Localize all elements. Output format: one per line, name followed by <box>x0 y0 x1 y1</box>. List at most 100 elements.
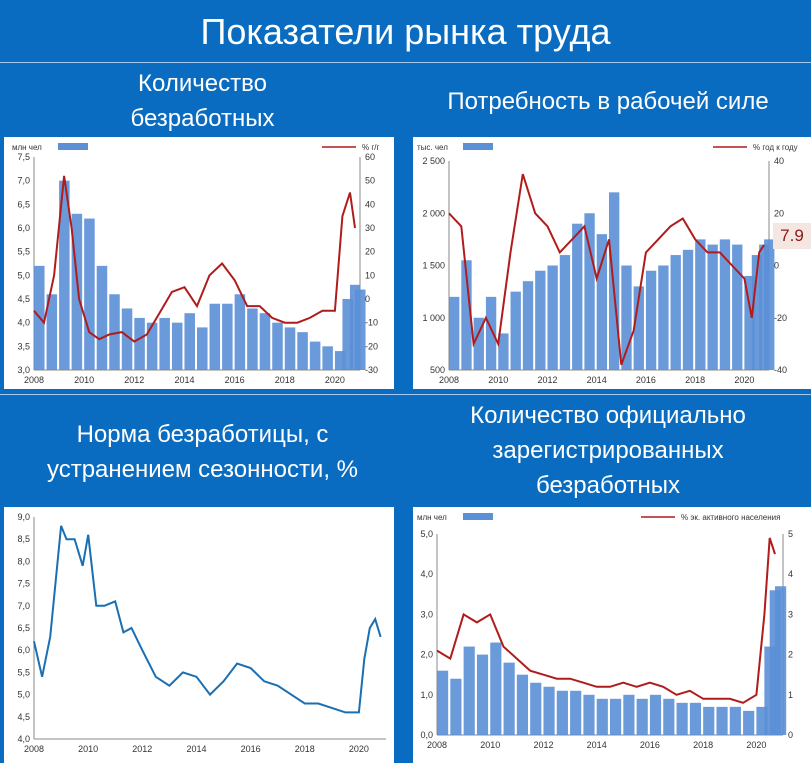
bar <box>485 296 497 370</box>
x-tick-label: 2020 <box>734 375 754 385</box>
bar <box>473 317 484 370</box>
y-right-tick-label: 1 <box>788 690 793 700</box>
bar <box>134 317 145 370</box>
latest-value-label: 7.9 <box>773 223 811 249</box>
bar <box>756 706 768 735</box>
bar <box>743 710 755 735</box>
y-tick-label: 1 000 <box>422 313 445 323</box>
y-tick-label: 5,5 <box>17 247 30 257</box>
x-tick-label: 2014 <box>587 740 607 750</box>
panel-3-title-line-1: Норма безработицы, с <box>76 421 329 448</box>
panel-2-title-line-1: Потребность в рабочей силе <box>447 88 769 115</box>
bar <box>633 286 644 370</box>
y-tick-label: 8,5 <box>17 534 30 544</box>
bar <box>596 234 608 370</box>
y-tick-label: 3,0 <box>420 609 433 619</box>
y-right-tick-label: 50 <box>365 176 375 186</box>
x-tick-label: 2010 <box>488 375 508 385</box>
x-tick-label: 2018 <box>685 375 705 385</box>
x-tick-label: 2016 <box>225 375 245 385</box>
bar <box>272 322 283 370</box>
legend-left-label: млн чел <box>12 143 42 152</box>
bar <box>59 180 70 370</box>
y-right-tick-label: 20 <box>365 247 375 257</box>
y-tick-label: 3,0 <box>17 365 30 375</box>
bar <box>636 698 648 735</box>
y-right-tick-label: -30 <box>365 365 378 375</box>
x-tick-label: 2010 <box>480 740 500 750</box>
legend-bar-swatch <box>58 143 88 150</box>
bar <box>171 322 183 370</box>
panel-2-title: Потребность в рабочей силе <box>405 84 811 119</box>
y-right-tick-label: -40 <box>774 365 787 375</box>
y-tick-label: 7,0 <box>17 601 30 611</box>
bar <box>764 239 775 370</box>
x-tick-label: 2010 <box>74 375 94 385</box>
x-tick-label: 2016 <box>636 375 656 385</box>
bar <box>437 670 449 735</box>
legend-left-label: тыс. чел <box>417 143 448 152</box>
divider-top <box>0 62 811 63</box>
bar <box>682 249 694 370</box>
bar <box>775 586 787 735</box>
y-right-tick-label: 40 <box>774 156 784 166</box>
y-tick-label: 7,0 <box>17 176 30 186</box>
bar <box>645 270 657 370</box>
y-right-tick-label: 0 <box>365 294 370 304</box>
panel-1-title: Количество безработных <box>0 66 405 136</box>
bar <box>609 192 620 370</box>
y-tick-label: 6,5 <box>17 199 30 209</box>
page-title: Показатели рынка труда <box>200 11 611 52</box>
x-tick-label: 2008 <box>427 740 447 750</box>
bar <box>461 260 472 370</box>
bar <box>623 694 635 735</box>
x-tick-label: 2018 <box>693 740 713 750</box>
bar <box>535 270 546 370</box>
x-tick-label: 2014 <box>587 375 607 385</box>
bar <box>71 213 83 370</box>
y-right-tick-label: 2 <box>788 650 793 660</box>
y-right-tick-label: 0 <box>788 730 793 740</box>
y-tick-label: 3,5 <box>17 341 30 351</box>
y-tick-label: 7,5 <box>17 152 30 162</box>
x-tick-label: 2012 <box>533 740 553 750</box>
bar <box>596 698 608 735</box>
y-tick-label: 4,5 <box>17 712 30 722</box>
x-tick-label: 2010 <box>78 744 98 754</box>
panel-1-title-line-1: Количество <box>138 70 267 97</box>
panel-4-title: Количество официально зарегистрированных… <box>405 398 811 503</box>
panel-1-title-line-2: безработных <box>130 105 275 132</box>
bar <box>109 294 120 370</box>
bar <box>744 275 755 370</box>
x-tick-label: 2018 <box>295 744 315 754</box>
y-right-tick-label: -10 <box>365 318 378 328</box>
bar <box>510 291 521 370</box>
bar <box>322 346 333 370</box>
bar <box>695 239 706 370</box>
bar <box>547 265 558 370</box>
y-tick-label: 4,0 <box>420 569 433 579</box>
bar <box>476 654 489 735</box>
y-tick-label: 5,0 <box>17 690 30 700</box>
y-right-tick-label: 10 <box>365 270 375 280</box>
line-series <box>33 525 382 714</box>
chart-unemployed-count-svg: 3,0 3,5 4,0 4,5 5,0 5,5 6,0 6,5 7,0 7,5 -30 -20 -10 0… <box>12 143 379 385</box>
bar <box>716 706 728 735</box>
panel-4-title-line-3: безработных <box>535 472 681 499</box>
panel-4-title-line-2: зарегистрированных <box>492 437 724 464</box>
bar <box>570 690 582 735</box>
x-tick-label: 2016 <box>241 744 261 754</box>
bar <box>689 702 702 735</box>
y-tick-label: 4,5 <box>17 294 30 304</box>
bar <box>707 244 718 370</box>
x-tick-label: 2012 <box>124 375 144 385</box>
line-series <box>448 173 765 366</box>
bar <box>490 642 502 735</box>
y-tick-label: 6,0 <box>17 645 30 655</box>
bar <box>222 303 233 370</box>
y-tick-label: 6,0 <box>17 223 30 233</box>
x-tick-label: 2008 <box>439 375 459 385</box>
y-tick-label: 1 500 <box>422 261 445 271</box>
x-tick-label: 2012 <box>537 375 557 385</box>
y-tick-label: 4,0 <box>17 318 30 328</box>
